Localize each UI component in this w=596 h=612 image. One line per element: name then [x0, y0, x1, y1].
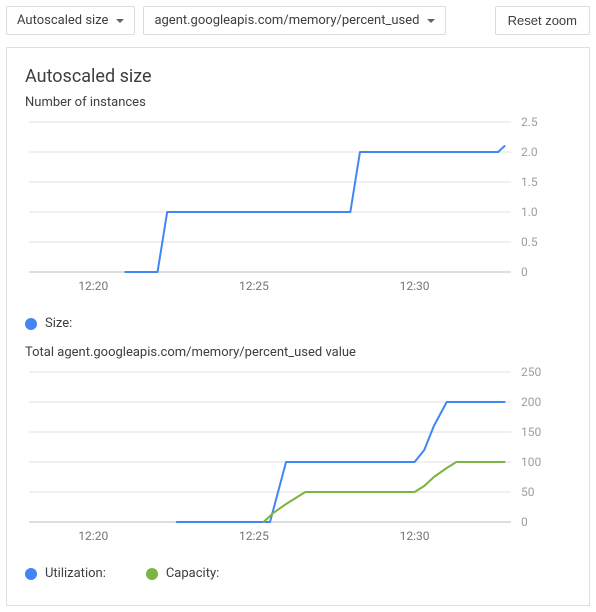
legend-label: Size: — [45, 316, 72, 331]
svg-text:100: 100 — [521, 455, 541, 469]
chart2-plot: 0 50 100 150 200 250 12:20 12:25 12:30 — [25, 366, 571, 550]
chart1-svg: 0 0.5 1.0 1.5 2.0 2.5 12:20 12:25 12:30 — [25, 116, 555, 296]
legend-swatch — [25, 318, 37, 330]
svg-text:1.5: 1.5 — [521, 175, 538, 189]
legend-label: Capacity: — [166, 566, 219, 581]
legend-label: Utilization: — [45, 566, 106, 581]
chevron-down-icon — [116, 19, 124, 23]
chart-type-dropdown-label: Autoscaled size — [17, 13, 108, 28]
svg-text:12:20: 12:20 — [78, 279, 108, 293]
svg-text:12:25: 12:25 — [239, 529, 269, 543]
svg-text:200: 200 — [521, 395, 541, 409]
legend-swatch — [146, 568, 158, 580]
chart-type-dropdown[interactable]: Autoscaled size — [6, 6, 135, 35]
chart2-legend: Utilization: Capacity: — [25, 560, 571, 595]
svg-text:50: 50 — [521, 485, 535, 499]
chart2-title: Total agent.googleapis.com/memory/percen… — [25, 345, 571, 360]
legend-item: Utilization: — [25, 566, 106, 581]
svg-text:12:25: 12:25 — [239, 279, 269, 293]
metric-dropdown-label: agent.googleapis.com/memory/percent_used — [154, 13, 419, 28]
svg-text:150: 150 — [521, 425, 541, 439]
svg-text:1.0: 1.0 — [521, 205, 538, 219]
svg-text:12:20: 12:20 — [78, 529, 108, 543]
legend-swatch — [25, 568, 37, 580]
chevron-down-icon — [427, 19, 435, 23]
svg-text:12:30: 12:30 — [400, 279, 430, 293]
chart1-title: Autoscaled size — [25, 66, 571, 87]
svg-text:250: 250 — [521, 366, 541, 379]
legend-item: Capacity: — [146, 566, 219, 581]
reset-zoom-button[interactable]: Reset zoom — [495, 6, 590, 35]
svg-text:12:30: 12:30 — [400, 529, 430, 543]
toolbar: Autoscaled size agent.googleapis.com/mem… — [0, 0, 596, 41]
svg-text:2.5: 2.5 — [521, 116, 538, 129]
svg-text:2.0: 2.0 — [521, 145, 538, 159]
chart2-svg: 0 50 100 150 200 250 12:20 12:25 12:30 — [25, 366, 555, 546]
chart1-subtitle: Number of instances — [25, 95, 571, 110]
legend-item: Size: — [25, 316, 72, 331]
svg-text:0: 0 — [521, 265, 528, 279]
charts-panel: Autoscaled size Number of instances 0 0.5… — [6, 47, 590, 606]
chart1-legend: Size: — [25, 310, 571, 345]
svg-text:0: 0 — [521, 515, 528, 529]
metric-dropdown[interactable]: agent.googleapis.com/memory/percent_used — [143, 6, 446, 35]
chart1-plot: 0 0.5 1.0 1.5 2.0 2.5 12:20 12:25 12:30 — [25, 116, 571, 300]
svg-text:0.5: 0.5 — [521, 235, 538, 249]
